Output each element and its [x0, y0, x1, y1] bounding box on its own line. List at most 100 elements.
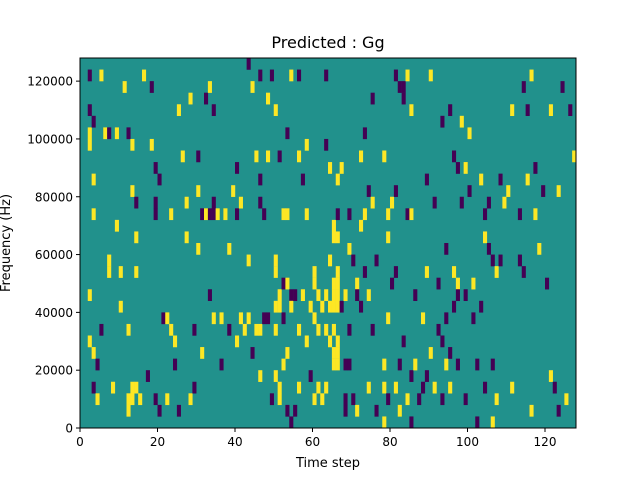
- heatmap-cell: [351, 254, 356, 267]
- heatmap-cell: [246, 58, 251, 70]
- heatmap-cell: [560, 81, 565, 93]
- heatmap-cell: [393, 185, 398, 197]
- heatmap-cell: [459, 196, 464, 209]
- heatmap-cell: [335, 266, 340, 278]
- heatmap-cell: [331, 300, 336, 313]
- heatmap-cell: [91, 208, 96, 221]
- heatmap-cell: [130, 393, 135, 406]
- heatmap-cell: [479, 300, 484, 313]
- heatmap-cell: [176, 404, 181, 417]
- heatmap-cell: [370, 92, 375, 105]
- heatmap-cell: [455, 358, 460, 371]
- x-tick-label: 0: [76, 435, 84, 449]
- heatmap-cell: [455, 277, 460, 290]
- heatmap-cell: [355, 289, 360, 302]
- heatmap-cell: [393, 381, 398, 394]
- heatmap-cell: [490, 254, 495, 267]
- heatmap-cell: [517, 208, 522, 221]
- heatmap-cell: [293, 404, 298, 417]
- heatmap-cell: [161, 312, 166, 325]
- y-tick-label: 0: [65, 422, 73, 436]
- heatmap-cell: [483, 208, 488, 221]
- heatmap-cell: [343, 404, 348, 417]
- heatmap-cell: [335, 289, 340, 302]
- heatmap-cell: [246, 312, 251, 325]
- heatmap-cell: [258, 370, 263, 382]
- heatmap-cell: [390, 196, 395, 209]
- heatmap-cell: [498, 173, 503, 186]
- heatmap-cell: [277, 150, 282, 163]
- heatmap-cell: [448, 104, 453, 117]
- heatmap-cell: [266, 150, 271, 163]
- heatmap-cell: [556, 404, 561, 417]
- heatmap-cell: [390, 277, 395, 290]
- heatmap-cell: [103, 127, 108, 140]
- heatmap-cell: [285, 277, 290, 290]
- heatmap-cell: [331, 289, 336, 302]
- heatmap-cell: [285, 347, 290, 359]
- x-tick-label: 120: [534, 435, 557, 449]
- heatmap-cell: [297, 381, 302, 394]
- heatmap-cell: [250, 347, 255, 359]
- heatmap-cell: [184, 231, 189, 244]
- heatmap-cell: [200, 347, 205, 359]
- heatmap-cell: [502, 196, 507, 209]
- heatmap-cell: [304, 138, 309, 151]
- heatmap-cell: [463, 289, 468, 302]
- heatmap-cell: [149, 138, 154, 151]
- heatmap-cell: [452, 266, 457, 278]
- heatmap-cell: [99, 323, 104, 336]
- heatmap-cell: [405, 393, 410, 406]
- heatmap-cell: [401, 81, 406, 93]
- heatmap-cell: [211, 208, 216, 221]
- heatmap-cell: [153, 196, 158, 209]
- heatmap-cell: [258, 173, 263, 186]
- heatmap-cell: [157, 173, 162, 186]
- heatmap-cell: [564, 393, 569, 406]
- heatmap-cell: [207, 289, 212, 302]
- heatmap-cell: [211, 196, 216, 209]
- heatmap-cell: [289, 300, 294, 313]
- heatmap-cell: [413, 289, 418, 302]
- heatmap-cell: [138, 393, 143, 406]
- heatmap-cell: [362, 127, 367, 140]
- heatmap-cell: [331, 219, 336, 232]
- heatmap-cell: [114, 127, 119, 140]
- heatmap-cell: [211, 312, 216, 325]
- heatmap-cell: [366, 289, 371, 302]
- heatmap-cell: [401, 92, 406, 105]
- heatmap-cell: [122, 81, 127, 93]
- y-axis-ticks: 0 20000 40000 60000 80000 100000 120000: [27, 75, 80, 436]
- heatmap-cell: [440, 335, 445, 348]
- heatmap-cell: [432, 381, 437, 394]
- heatmap-cell: [250, 81, 255, 93]
- heatmap-cell: [219, 358, 224, 371]
- heatmap-cell: [118, 300, 123, 313]
- heatmap-cell: [188, 393, 193, 406]
- heatmap-cell: [444, 312, 449, 325]
- heatmap-cell: [227, 243, 232, 255]
- x-axis-label: Time step: [295, 456, 360, 471]
- heatmap-cell: [273, 370, 278, 382]
- heatmap-cell: [277, 300, 282, 313]
- heatmap-cell: [393, 266, 398, 278]
- heatmap-cell: [188, 92, 193, 105]
- heatmap-cell: [335, 335, 340, 348]
- heatmap-cell: [134, 196, 139, 209]
- heatmap-cell: [231, 185, 236, 197]
- heatmap-cell: [312, 266, 317, 278]
- heatmap-cells: [87, 58, 577, 429]
- heatmap-cell: [215, 208, 220, 221]
- heatmap-cell: [347, 358, 352, 371]
- heatmap-cell: [483, 231, 488, 244]
- heatmap-cell: [297, 150, 302, 163]
- heatmap-cell: [335, 277, 340, 290]
- heatmap-cell: [331, 358, 336, 371]
- heatmap-cell: [436, 323, 441, 336]
- x-tick-label: 80: [382, 435, 397, 449]
- heatmap-cell: [359, 300, 364, 313]
- heatmap-cell: [324, 138, 329, 151]
- heatmap-cell: [192, 381, 197, 394]
- heatmap-cell: [126, 323, 131, 336]
- heatmap-cell: [386, 208, 391, 221]
